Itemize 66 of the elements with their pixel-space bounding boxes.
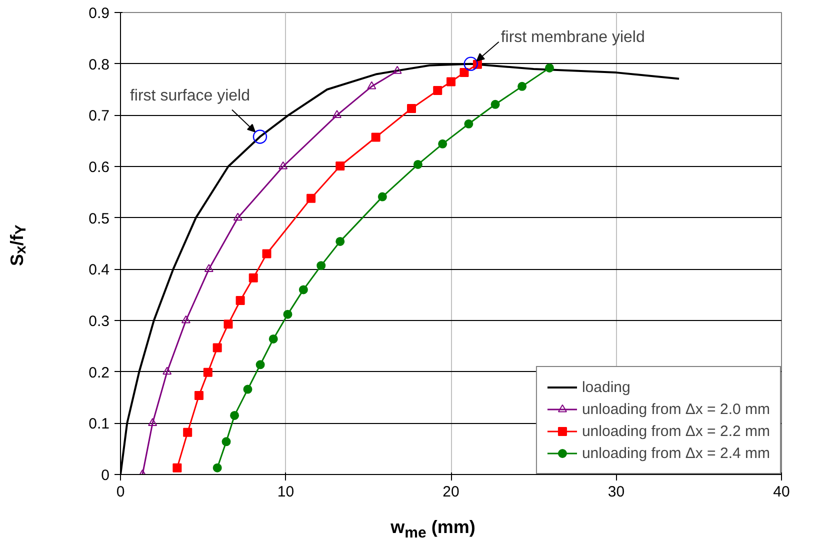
y-tick-label: 0.3 (88, 313, 110, 330)
point (262, 249, 272, 258)
legend-label: unloading from Δx = 2.2 mm (582, 422, 770, 440)
point (367, 81, 376, 90)
point (378, 192, 387, 202)
point (194, 390, 204, 400)
y-tick-label: 0.2 (88, 364, 110, 382)
x-tick-label: 20 (442, 484, 460, 500)
annotation: first surface yield (130, 88, 250, 105)
point (316, 261, 326, 270)
point (433, 86, 442, 96)
point (518, 82, 527, 91)
point (222, 437, 231, 446)
point (204, 264, 214, 272)
y-tick-label: 0.8 (88, 56, 110, 74)
point (183, 428, 192, 437)
point (278, 161, 288, 170)
point (212, 463, 222, 472)
x-tick-label: 40 (773, 484, 790, 500)
y-tick-label: 0 (101, 467, 110, 484)
point (332, 110, 342, 118)
point (490, 100, 500, 109)
y-tick-label: 0.7 (88, 108, 110, 125)
point (306, 194, 316, 203)
point (460, 68, 469, 78)
annotation: first membrane yield (500, 28, 645, 46)
point (392, 66, 402, 74)
x-tick-label: 10 (277, 484, 294, 500)
point (212, 343, 222, 352)
point (224, 320, 233, 329)
point (248, 273, 258, 282)
y-tick-label: 0.5 (88, 210, 110, 228)
y-tick-label: 0.6 (88, 159, 110, 176)
point (172, 463, 182, 472)
point (438, 139, 448, 148)
point (446, 77, 456, 86)
point (256, 360, 265, 370)
legend-label: unloading from Δx = 2.4 mm (582, 444, 770, 462)
point (181, 315, 190, 324)
x-tick-label: 0 (116, 484, 125, 500)
legend-label: loading (582, 378, 630, 396)
point (336, 161, 345, 170)
point (371, 132, 380, 142)
point (464, 119, 474, 128)
point (464, 56, 478, 71)
point (148, 418, 158, 426)
point (544, 63, 554, 72)
point (298, 285, 308, 294)
point (407, 104, 416, 113)
x-tick-label: 30 (608, 484, 625, 500)
y-tick-label: 0.4 (88, 262, 110, 279)
point (283, 310, 292, 319)
point (413, 160, 422, 169)
point (162, 366, 172, 375)
point (203, 368, 212, 377)
point (236, 296, 245, 305)
point (268, 334, 278, 344)
point (252, 130, 268, 144)
y-tick-label: 0.9 (88, 5, 110, 22)
point (233, 212, 242, 221)
x-axis-title: w$_{me}$ (mm) (390, 517, 476, 542)
point (230, 410, 240, 420)
y-tick-label: 0.1 (88, 416, 110, 433)
point (243, 384, 252, 394)
point (336, 236, 345, 246)
legend-label: unloading from Δx = 2.0 mm (582, 400, 770, 418)
